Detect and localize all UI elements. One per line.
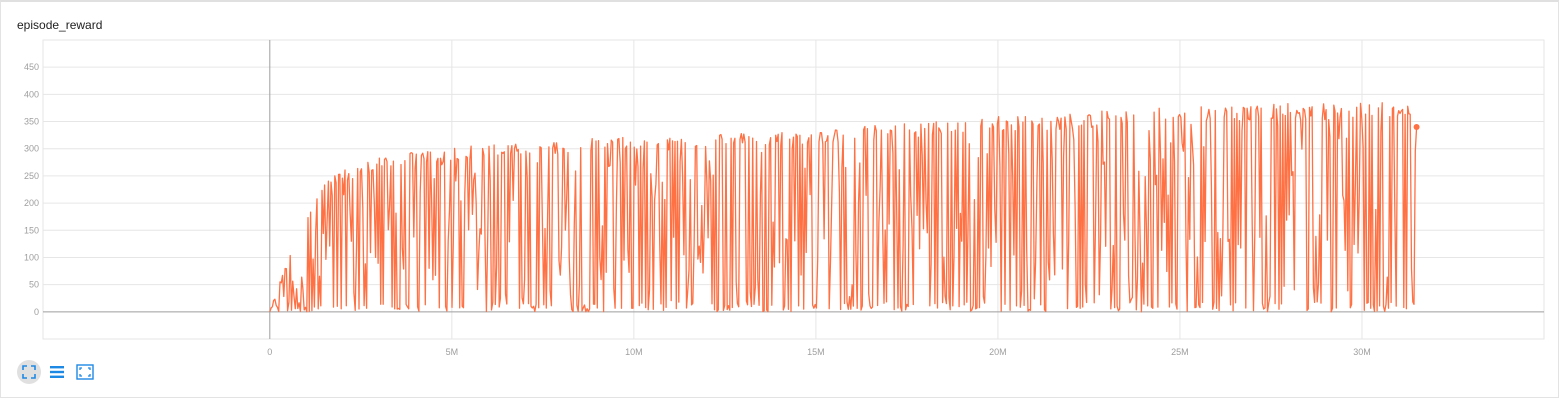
x-tick-label: 5M bbox=[446, 347, 459, 357]
chart-title: episode_reward bbox=[17, 18, 103, 32]
series-line bbox=[269, 102, 1418, 313]
grid-lines bbox=[42, 39, 1545, 340]
y-tick-label: 450 bbox=[24, 62, 39, 72]
y-tick-label: 400 bbox=[24, 89, 39, 99]
plot-frame bbox=[42, 39, 1545, 340]
y-tick-label: 0 bbox=[34, 307, 39, 317]
last-point-marker bbox=[1413, 123, 1420, 130]
x-tick-label: 0 bbox=[267, 347, 272, 357]
x-tick-label: 30M bbox=[1353, 347, 1371, 357]
series-layer bbox=[269, 102, 1420, 313]
chart-toolbar bbox=[17, 360, 97, 384]
x-tick-label: 15M bbox=[807, 347, 825, 357]
axes bbox=[43, 40, 1544, 339]
y-tick-label: 250 bbox=[24, 171, 39, 181]
y-tick-label: 300 bbox=[24, 144, 39, 154]
fit-domain-icon bbox=[76, 364, 94, 380]
y-tick-label: 50 bbox=[29, 280, 39, 290]
y-tick-label: 150 bbox=[24, 225, 39, 235]
tick-labels: 0 50 100 150 200 250 300 350 400 450 0 5M 10M 15M 20M 2… bbox=[24, 62, 1371, 357]
y-tick-label: 350 bbox=[24, 117, 39, 127]
fullscreen-icon bbox=[22, 365, 36, 379]
x-tick-label: 10M bbox=[625, 347, 643, 357]
expand-chart-button[interactable] bbox=[17, 360, 41, 384]
x-tick-label: 25M bbox=[1171, 347, 1189, 357]
fit-domain-button[interactable] bbox=[73, 360, 97, 384]
list-icon bbox=[50, 366, 64, 378]
toggle-y-log-button[interactable] bbox=[45, 360, 69, 384]
y-tick-label: 200 bbox=[24, 198, 39, 208]
y-tick-label: 100 bbox=[24, 252, 39, 262]
x-tick-label: 20M bbox=[989, 347, 1007, 357]
